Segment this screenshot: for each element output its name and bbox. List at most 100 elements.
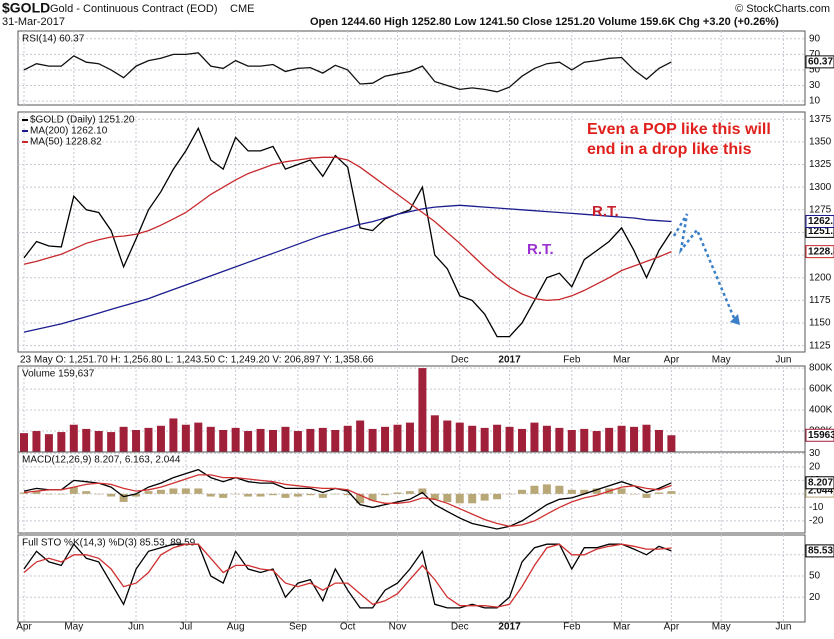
annotation: R.T. [527,241,554,258]
value-tag-box [805,544,834,558]
bar [381,426,390,452]
bar [169,488,178,494]
bar [654,492,663,494]
x-tick-label: Sep [289,622,307,633]
panel-title: Volume 159,637 [22,369,95,380]
value-tag-box [805,428,834,442]
bar [293,493,302,497]
y-tick-label: -10 [809,502,824,513]
value-tag: 1251.2 [808,226,834,237]
bar [493,493,502,500]
series-line [23,156,672,302]
bar [82,491,91,494]
bar [331,493,340,495]
x-tick-label: Mar [613,622,631,633]
bar [107,493,116,497]
bar [32,491,41,494]
bar [555,485,564,494]
bar [206,493,215,497]
bar [306,493,315,496]
bar [518,489,526,494]
bar [393,424,402,452]
panel-title: Full STO %K(14,3) %D(3) 85.53, 89.59 [22,538,196,549]
x-tick-label: Dec [451,355,469,366]
x-tick-label: May [712,355,731,366]
bar [617,425,626,452]
bar [194,488,203,494]
bar [231,427,240,452]
bar [156,489,165,494]
bar [455,422,464,452]
bar [642,493,651,498]
series-line [23,543,672,609]
bar [430,415,439,452]
bar [468,425,477,452]
bar [94,493,103,495]
bar [57,432,66,452]
bar [505,493,514,495]
bar [605,427,614,452]
bar [468,493,477,504]
date: 31-Mar-2017 [2,16,65,28]
bar [20,492,28,494]
value-tag: 85.53 [808,546,833,557]
bar [82,428,91,452]
bar [206,426,215,452]
exchange: CME [230,3,254,15]
annotation: Even a POP like this will [587,121,771,138]
x-tick-label: Apr [664,355,680,366]
bar [144,427,153,452]
bar [219,493,228,498]
bar [181,424,190,452]
series-line [23,468,672,530]
bar [281,493,290,498]
legend-label: MA(50) 1228.82 [30,137,102,148]
bar [542,425,551,452]
credit: © StockCharts.com [735,3,830,15]
x-tick-label: Aug [227,622,245,633]
y-tick-label: 1375 [809,114,832,125]
y-tick-label: 70 [809,49,821,60]
instrument-name: Gold - Continuous Contract (EOD) [50,3,218,15]
bar [356,420,365,452]
bar [368,428,377,452]
bar [356,493,365,504]
quote: Open 1244.60 High 1252.80 Low 1241.50 Cl… [310,16,779,28]
bar [331,429,340,452]
bar [244,431,253,452]
x-tick-label: Jul [179,622,192,633]
bar [293,431,302,452]
bar [32,431,41,452]
x-tick-label: Oct [340,622,356,633]
x-tick-label: Jun [775,355,791,366]
annotation: end in a drop like this [587,141,752,158]
bar [281,426,290,452]
panel-title: RSI(14) 60.37 [22,34,85,45]
bar [567,489,576,494]
bar [617,488,626,494]
series-line [23,543,672,608]
bar [580,428,589,452]
y-tick-label: 1150 [809,318,831,329]
bar [94,431,103,452]
y-tick-label: 20 [809,592,821,603]
bar [530,485,539,494]
bar [592,488,601,494]
series-line [23,474,672,527]
bar [69,424,78,452]
x-tick-label: Dec [451,622,469,633]
bar [57,493,66,495]
y-tick-label: 30 [809,80,821,91]
bar [518,428,526,452]
y-tick-label: 600K [809,384,833,395]
y-tick-label: 30 [809,448,821,459]
legend-label: $GOLD (Daily) 1251.20 [30,115,135,126]
panels: 90 70 50 30 10 RSI(14) 60.37 60.37 1375 1350 1325… [16,30,834,633]
x-tick-label: Feb [563,622,581,633]
value-tag: 1262.1 [808,216,834,227]
x-tick-label: May [64,622,83,633]
bar [318,427,327,452]
bar [269,429,277,452]
bar [418,488,427,494]
x-tick-label: Mar [613,355,631,366]
